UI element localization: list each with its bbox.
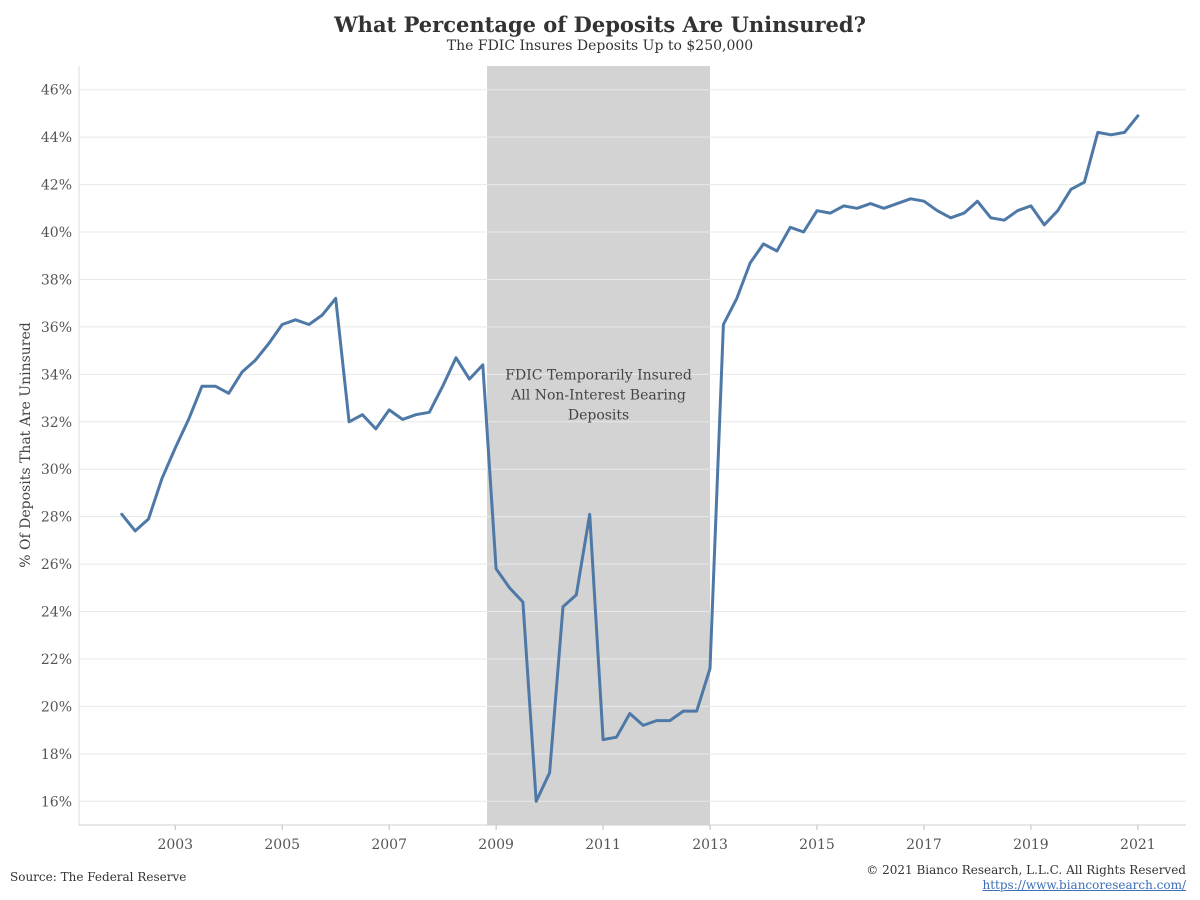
annotation: FDIC Temporarily Insured All Non-Interest…: [505, 367, 692, 423]
chart-subtitle: The FDIC Insures Deposits Up to $250,000: [446, 38, 754, 54]
gridlines: [79, 89, 1186, 802]
x-tick-label: 2013: [692, 837, 728, 853]
shaded-region: [487, 66, 711, 825]
x-tick-label: 2009: [478, 837, 514, 853]
x-tick-label: 2005: [264, 837, 300, 853]
source-note: Source: The Federal Reserve: [10, 870, 187, 884]
chart-title: What Percentage of Deposits Are Uninsure…: [334, 12, 866, 37]
x-axis: 2003 2005 2007 2009 2011 2013 2015 2017 2019 2021: [79, 824, 1186, 853]
y-tick-label: 20%: [41, 699, 72, 715]
website-link[interactable]: https://www.biancoresearch.com/: [982, 878, 1186, 892]
shaded-region-group: [487, 66, 711, 825]
y-tick-label: 40%: [41, 225, 72, 241]
y-tick-label: 28%: [41, 510, 72, 526]
y-tick-label: 42%: [41, 178, 72, 194]
data-series: [120, 114, 1140, 803]
y-tick-label: 44%: [41, 130, 72, 146]
y-tick-label: 36%: [41, 320, 72, 336]
x-tick-label: 2017: [906, 837, 942, 853]
y-tick-label: 22%: [41, 652, 72, 668]
y-tick-label: 38%: [41, 272, 72, 288]
x-tick-label: 2021: [1120, 837, 1156, 853]
y-tick-label: 24%: [41, 605, 72, 621]
x-tick-label: 2015: [799, 837, 835, 853]
y-tick-label: 30%: [41, 462, 72, 478]
annotation-line: FDIC Temporarily Insured: [505, 367, 692, 383]
y-tick-label: 46%: [41, 83, 72, 99]
y-tick-label: 16%: [41, 794, 72, 810]
annotation-line: Deposits: [568, 407, 629, 423]
y-tick-label: 34%: [41, 367, 72, 383]
y-tick-label: 32%: [41, 415, 72, 431]
annotation-line: All Non-Interest Bearing: [510, 387, 686, 403]
y-axis: 16% 18% 20% 22% 24% 26% 28% 30% 32% 34% 36% 38% 40% 4…: [41, 66, 80, 825]
y-tick-label: 26%: [41, 557, 72, 573]
x-tick-label: 2003: [157, 837, 193, 853]
y-tick-label: 18%: [41, 747, 72, 763]
x-tick-label: 2011: [585, 837, 621, 853]
copyright-note: © 2021 Bianco Research, L.L.C. All Right…: [866, 863, 1186, 877]
x-tick-label: 2007: [371, 837, 407, 853]
x-tick-label: 2019: [1013, 837, 1049, 853]
